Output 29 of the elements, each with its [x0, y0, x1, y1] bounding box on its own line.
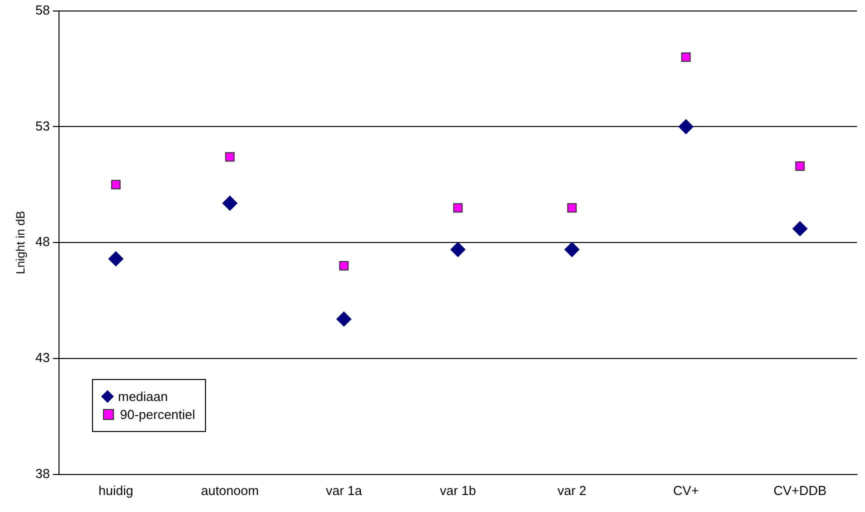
point — [681, 52, 691, 62]
point — [222, 196, 238, 211]
point — [567, 203, 577, 213]
x-tick-label: var 2 — [557, 482, 586, 498]
y-tick-label: 43 — [35, 350, 50, 366]
point — [225, 152, 235, 162]
point — [453, 203, 463, 213]
x-tick-label: var 1a — [326, 482, 363, 498]
x-tick-label: huidig — [98, 482, 134, 498]
point — [111, 180, 121, 190]
y-tick-label: 48 — [35, 234, 50, 250]
point — [450, 242, 466, 258]
x-tick-label: autonoom — [200, 482, 259, 498]
point — [336, 312, 352, 327]
x-tick-label: var 1b — [440, 482, 476, 498]
point — [795, 161, 805, 171]
point — [339, 261, 349, 271]
y-tick-label: 53 — [35, 118, 50, 134]
legend-label: 90-percentiel — [120, 407, 196, 422]
y-tick-label: 38 — [35, 466, 50, 481]
point — [678, 119, 694, 134]
y-axis-title: Lnight in dB — [14, 210, 28, 274]
legend-label: mediaan — [118, 389, 168, 404]
point — [564, 242, 580, 258]
point — [108, 251, 124, 266]
point — [792, 221, 808, 236]
x-tick-label: CV+DDB — [773, 482, 827, 498]
x-tick-label: CV+ — [673, 482, 699, 498]
y-tick-label: 58 — [35, 2, 50, 18]
